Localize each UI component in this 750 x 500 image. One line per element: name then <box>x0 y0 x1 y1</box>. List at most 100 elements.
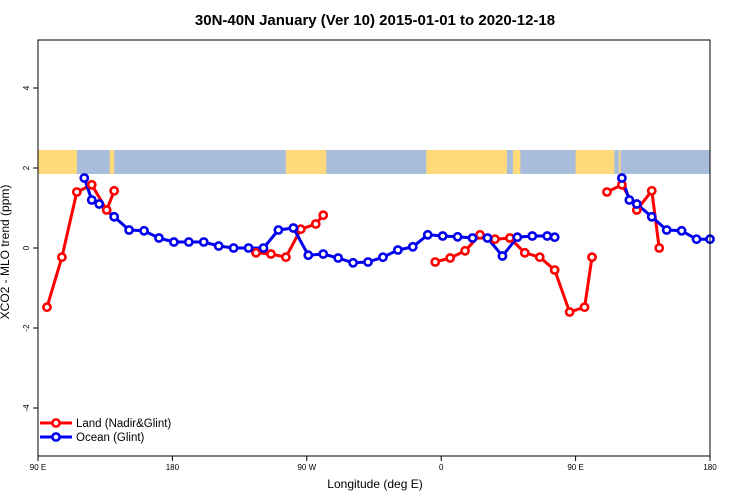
ocean-point <box>243 243 254 253</box>
land-series-line <box>434 233 594 314</box>
y-tick-label: 0 <box>22 245 31 250</box>
land-point <box>295 224 306 235</box>
map-land <box>38 150 77 174</box>
x-tick-label: 180 <box>703 463 717 472</box>
ocean-point <box>542 231 553 241</box>
land-point <box>109 185 120 196</box>
map-land <box>618 150 621 174</box>
land-point <box>56 252 67 263</box>
ocean-point <box>624 195 635 205</box>
land-point <box>490 234 500 245</box>
land-point <box>564 307 575 317</box>
ocean-point <box>661 225 672 235</box>
y-axis: -4 -2 0 2 4 <box>22 85 38 412</box>
x-axis: 90 E 180 90 W 0 90 E 180 <box>30 456 717 472</box>
land-point <box>71 187 82 197</box>
chart-title: 30N-40N January (Ver 10) 2015-01-01 to 2… <box>195 12 555 29</box>
land-point <box>318 210 329 221</box>
ocean-point <box>333 253 344 263</box>
ocean-point <box>94 199 105 209</box>
ocean-point <box>288 223 299 233</box>
ocean-point <box>228 243 239 253</box>
series-layer <box>42 173 715 317</box>
map-land <box>575 150 615 174</box>
land-point <box>42 302 52 313</box>
land-point <box>504 233 515 243</box>
y-tick-label: -4 <box>22 404 31 412</box>
land-point <box>460 245 470 256</box>
ocean-point <box>183 237 194 247</box>
land-point <box>310 219 321 229</box>
land-point <box>251 247 261 258</box>
legend-land-marker <box>51 418 61 428</box>
legend-ocean-label: Ocean (Glint) <box>76 432 145 444</box>
world-map-strip <box>38 150 710 174</box>
x-tick-label: 90 E <box>567 463 583 472</box>
land-point <box>654 243 665 253</box>
x-tick-label: 90 E <box>30 463 46 472</box>
land-point <box>475 229 485 240</box>
land-point <box>445 253 456 263</box>
land-point <box>646 185 657 196</box>
plot-frame <box>37 39 711 457</box>
ocean-point <box>213 241 224 251</box>
y-axis-label: XCO2 - MLO trend (ppm) <box>0 185 12 320</box>
land-series-line <box>45 183 116 308</box>
ocean-point <box>363 257 373 267</box>
ocean-point <box>452 231 463 242</box>
ocean-point <box>86 195 97 205</box>
ocean-point <box>378 252 388 263</box>
ocean-point <box>154 233 164 243</box>
x-tick-label: 180 <box>166 463 180 472</box>
y-tick-label: 4 <box>22 85 31 90</box>
ocean-point <box>303 250 314 261</box>
ocean-point <box>512 232 523 243</box>
map-land <box>109 150 115 174</box>
map-land <box>285 150 327 174</box>
ocean-point <box>79 173 90 183</box>
ocean-point <box>527 231 538 241</box>
ocean-point <box>616 173 627 183</box>
ocean-point <box>676 225 687 236</box>
land-point <box>587 252 597 263</box>
legend: Land (Nadir&Glint) Ocean (Glint) <box>40 418 171 444</box>
x-axis-label: Longitude (deg E) <box>327 477 422 491</box>
ocean-point <box>497 251 508 261</box>
land-point <box>534 252 545 263</box>
land-point <box>579 302 590 313</box>
ocean-point <box>646 211 657 222</box>
ocean-point <box>109 211 120 222</box>
ocean-point <box>273 225 284 235</box>
ocean-point <box>482 233 493 243</box>
ocean-point <box>348 257 358 268</box>
x-tick-label: 90 W <box>297 463 316 472</box>
y-tick-label: 2 <box>22 165 31 170</box>
y-tick-label: -2 <box>22 324 31 332</box>
ocean-point <box>258 243 269 253</box>
land-point <box>86 179 97 190</box>
ocean-point <box>631 199 642 209</box>
map-land <box>426 150 507 174</box>
ocean-point <box>437 231 448 241</box>
ocean-point <box>392 245 403 255</box>
ocean-point <box>549 232 560 243</box>
land-point <box>430 257 441 267</box>
x-tick-label: 0 <box>439 463 444 472</box>
ocean-point <box>422 229 433 240</box>
ocean-point <box>198 237 209 247</box>
land-point <box>280 252 291 263</box>
ocean-point <box>407 241 418 252</box>
ocean-point <box>139 225 149 236</box>
ocean-point <box>691 234 702 245</box>
land-point <box>549 265 560 275</box>
legend-land-label: Land (Nadir&Glint) <box>76 418 171 430</box>
land-point <box>602 187 612 197</box>
ocean-point <box>168 237 179 247</box>
ocean-point <box>318 249 329 259</box>
ocean-point <box>467 233 478 243</box>
land-point <box>519 247 530 258</box>
ocean-point <box>124 225 134 235</box>
land-point <box>101 205 112 215</box>
land-point <box>266 249 276 259</box>
